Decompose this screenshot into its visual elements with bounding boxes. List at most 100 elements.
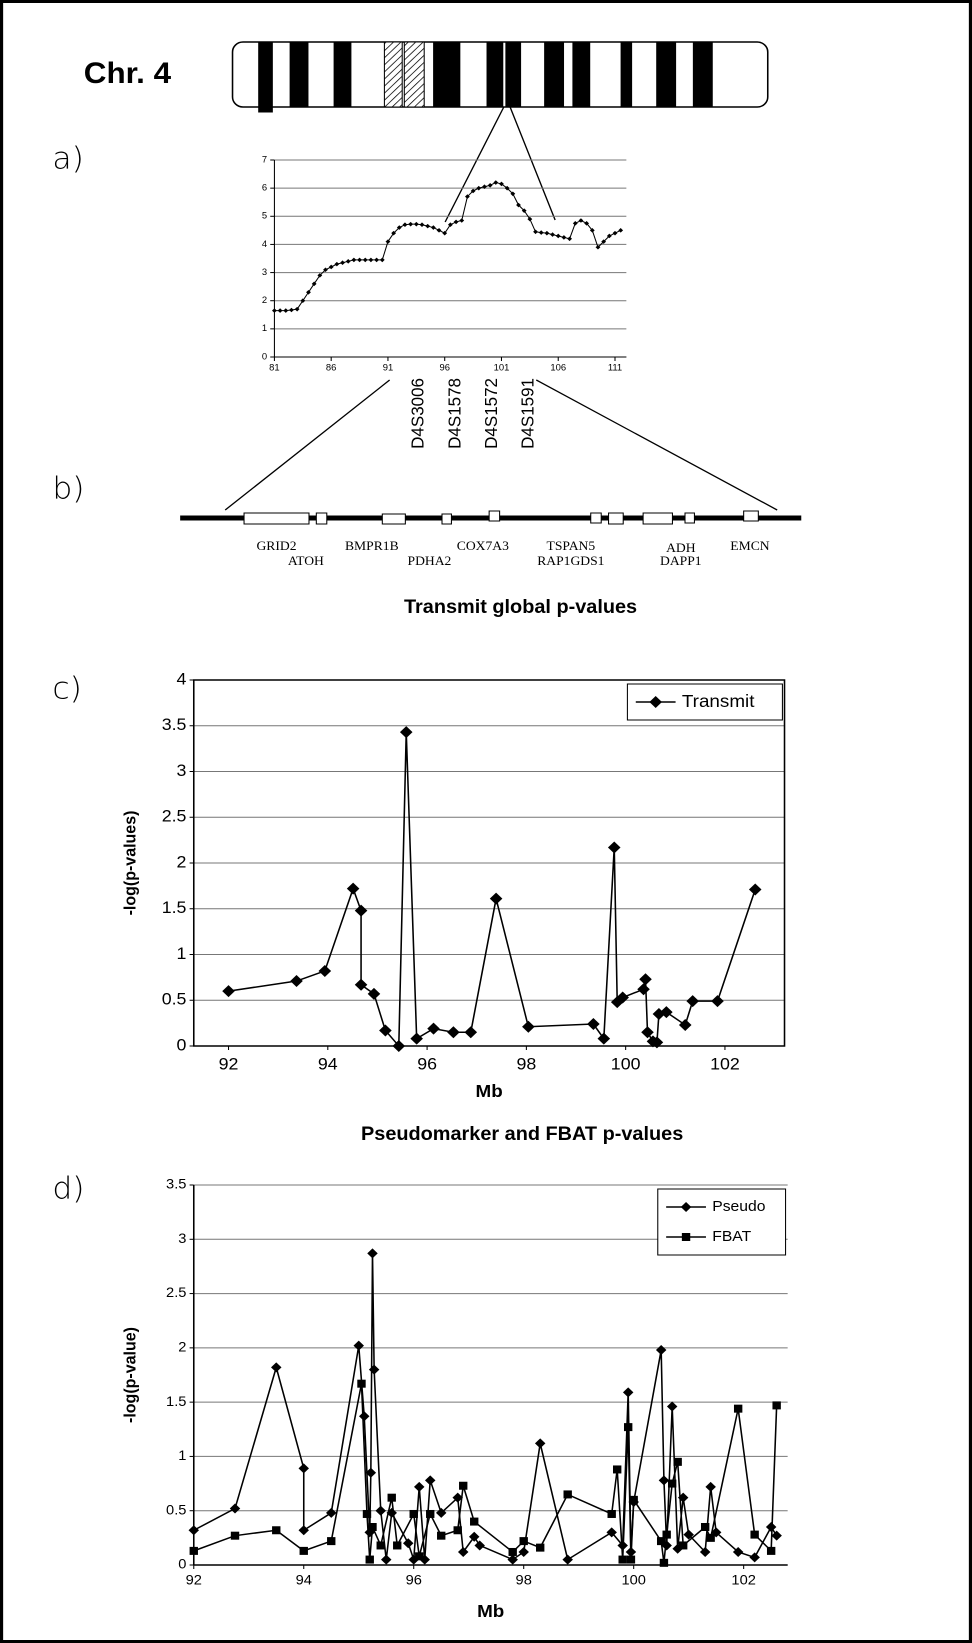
point [658,1475,670,1486]
series-line [274,181,621,312]
y-tick-label: 3 [178,1231,186,1247]
y-tick-label: 3.5 [166,1177,186,1193]
point [375,1505,386,1516]
point [474,1540,485,1551]
point [387,1493,396,1502]
point [489,892,503,905]
point [442,230,448,236]
gene-label: EMCN [730,538,770,553]
point [327,1537,336,1546]
zoom-lines [224,106,778,511]
point [595,244,601,250]
panel-label: b) [52,471,84,506]
point [589,228,595,233]
y-tick-label: 4 [177,669,187,689]
point [271,1362,282,1373]
x-axis-label: Mb [477,1600,504,1621]
x-tick-label: 101 [494,363,510,373]
series-line [193,1253,778,1561]
point [346,882,360,895]
point [326,1507,337,1518]
point [379,257,385,263]
x-axis-label: Mb [476,1080,503,1101]
y-tick-label: 2 [262,295,267,305]
point [415,1552,424,1561]
point [426,1509,435,1518]
point [334,261,340,267]
point [683,1529,694,1540]
x-tick-label: 94 [318,1054,338,1074]
point [567,236,572,242]
point [771,1530,782,1541]
legend-label: Transmit [682,690,755,711]
point [367,987,381,1000]
point [362,257,368,263]
y-tick-label: 1.5 [166,1394,186,1410]
point [765,1522,777,1532]
x-tick-label: 81 [269,363,279,373]
point [470,1517,479,1526]
y-tick-label: 0 [262,352,267,362]
x-tick-label: 94 [296,1573,312,1589]
point [616,991,629,1004]
marker-label: D4S1591 [517,378,537,449]
x-tick-label: 102 [710,1054,740,1074]
plot-frame [192,679,786,1047]
point [453,1526,462,1535]
point [294,306,300,312]
point [561,235,567,240]
point [272,1526,281,1535]
point [430,225,436,230]
gene-label: RAP1GDS1 [537,553,604,568]
point [283,308,289,313]
point [289,307,294,313]
point [666,1401,678,1412]
legend-marker [649,696,662,708]
panel-label: d) [52,1171,84,1206]
point [700,1523,710,1531]
point [410,1032,423,1045]
point [354,978,368,991]
point [527,216,533,222]
point [606,1527,617,1538]
point [587,1018,600,1031]
x-tick-label: 100 [611,1054,641,1074]
point [516,202,521,208]
legend-label: Pseudo [712,1198,765,1215]
point [655,1345,667,1356]
point [359,1411,370,1422]
y-tick-label: 6 [262,183,267,193]
point [772,1401,781,1410]
point [482,184,487,190]
point [340,260,345,266]
point [351,257,357,263]
point [487,183,493,188]
point [706,1533,715,1542]
gene-label: PDHA2 [408,553,452,568]
point [345,259,351,264]
point [368,1523,377,1531]
point [499,181,504,187]
point [409,1509,418,1518]
point [544,230,550,236]
point [392,1040,406,1052]
y-tick-label: 0.5 [166,1503,186,1519]
point [379,1024,392,1037]
chart-title: Pseudomarker and FBAT p-values [361,1123,683,1144]
point [597,1032,611,1045]
point [425,223,431,229]
point [673,1457,682,1466]
point [188,1525,200,1536]
point [538,230,544,235]
point [468,1531,480,1542]
x-tick-label: 96 [417,1054,437,1074]
point [618,228,624,233]
gene-label: GRID2 [256,538,296,553]
point [464,1026,478,1039]
point [572,221,578,226]
x-tick-label: 111 [608,363,622,373]
point [629,1495,638,1504]
marker-label: D4S1572 [481,378,501,449]
point [623,1423,633,1432]
